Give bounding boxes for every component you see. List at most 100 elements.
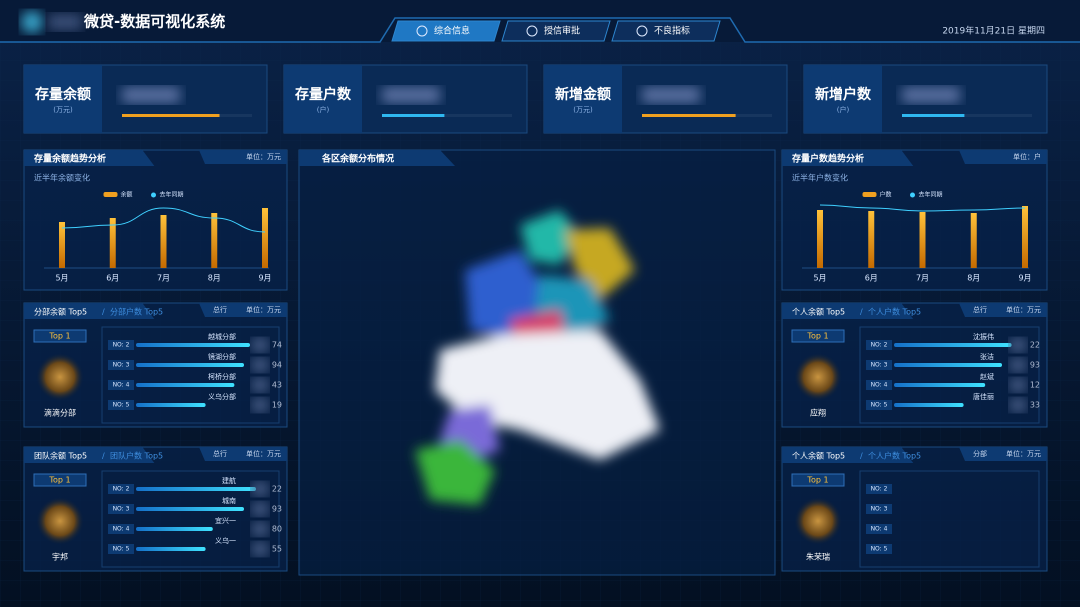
panel-unit: 单位：万元 [246,305,281,314]
map-title: 各区余额分布情况 [321,153,394,165]
kpi-label-block [24,65,102,133]
panel-header [24,150,155,166]
value-blurred [1010,358,1026,372]
rank-tag [866,504,892,514]
value-blurred [252,378,268,392]
tab-icon [416,25,428,37]
medal [36,497,84,545]
rank-bar [136,487,256,491]
rank-label: NO: 2 [871,342,888,349]
kpi-unit: (万元) [53,106,73,114]
rank-bar [894,383,986,387]
panel-scope: 总行 [213,305,227,314]
rank-label: NO: 3 [871,362,888,369]
value-blurred [252,358,268,372]
kpi-label-block [284,65,362,133]
top-badge-label: Top 1 [48,476,70,485]
row-value: 43 [272,381,282,390]
rank-tag [108,380,134,390]
rank-label: NO: 4 [871,382,888,389]
rank-label: NO: 3 [113,362,130,369]
x-tick-label: 8月 [967,274,980,283]
rank-tag [108,340,134,350]
x-tick-label: 7月 [157,274,170,283]
rank-tag [108,544,134,554]
tab-label: 综合信息 [434,25,470,37]
top-name: 滴滴分部 [44,408,76,418]
value-blurred [1010,398,1026,412]
kpi-label-block [544,65,622,133]
kpi-progress [122,114,220,117]
panel-unit-tab [959,150,1047,164]
bar [160,215,167,268]
row-name: 城南 [222,496,236,505]
rank-bar [894,363,1002,367]
map-shape [415,210,660,505]
x-tick-label: 5月 [813,274,826,283]
trend-subtitle: 近半年余额变化 [34,173,90,183]
tab[interactable] [611,20,721,42]
top-name: 应翔 [810,408,826,418]
panel-title: 分部余额 Top5 [34,307,87,317]
bar [868,211,875,268]
tab[interactable] [501,20,611,42]
kpi-value-blurred [902,87,960,103]
rank-label: NO: 5 [871,402,888,409]
medal [36,353,84,401]
panel-unit-tab [199,150,287,164]
row-value: 93 [1030,361,1040,370]
kpi-progress [382,114,445,117]
panel-scope: 分部 [973,449,987,458]
bar [919,212,926,268]
rank-tag [108,484,134,494]
row-name: 张洁 [980,352,994,361]
map-header [299,150,455,166]
row-value: 33 [1030,401,1040,410]
bar [262,208,268,268]
row-name: 越城分部 [208,332,236,341]
panel-header [782,150,914,166]
row-name: 柯桥分部 [208,372,236,381]
logo [21,11,43,33]
row-name: 建航 [222,476,236,485]
medal [794,497,842,545]
value-blurred [252,482,268,496]
tab-label: 不良指标 [654,25,690,37]
panel-tab-alt: 个人户数 Top5 [868,307,921,317]
medal [794,353,842,401]
rank-bar [136,343,250,347]
panel-header [782,447,914,463]
separator: / [102,452,105,461]
row-value: 80 [272,525,282,534]
value-blurred [1010,338,1026,352]
line [819,204,1026,212]
rank-label: NO: 2 [871,486,888,493]
rank-tag [866,400,892,410]
rank-label: NO: 4 [113,382,130,389]
legend-swatch [910,192,915,198]
kpi-value-blurred [382,87,440,103]
panel-tab-alt: 团队户数 Top5 [110,451,163,461]
row-value: 22 [1030,341,1040,350]
rank-label: NO: 5 [113,546,130,553]
trend-title: 存量户数趋势分析 [792,153,864,165]
separator: / [860,308,863,317]
trend-subtitle: 近半年户数变化 [792,173,848,183]
tab-active[interactable] [391,20,501,42]
panel-scope: 总行 [973,305,987,314]
tab-label: 授信审批 [544,25,580,37]
row-name: 宜兴一 [215,516,236,525]
top-badge-label: Top 1 [48,332,70,341]
x-tick-label: 8月 [208,274,221,283]
kpi-value-blurred [122,87,180,103]
bar [59,222,65,268]
row-value: 19 [272,401,282,410]
x-tick-label: 6月 [106,274,119,283]
map-panel: 各区余额分布情况 [298,149,776,576]
rank-tag [866,484,892,494]
rank-bar [136,383,235,387]
kpi-unit: (户) [837,105,850,114]
row-value: 94 [272,361,282,370]
separator: / [860,452,863,461]
panel-header [24,303,155,319]
